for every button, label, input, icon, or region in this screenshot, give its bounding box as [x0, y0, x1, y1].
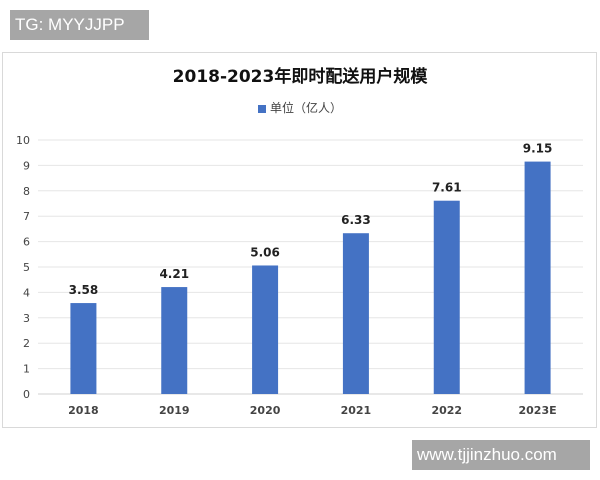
- watermark-top-left: TG: MYYJJPP: [10, 10, 149, 40]
- x-tick-label: 2022: [431, 404, 462, 417]
- bar: [433, 200, 460, 394]
- x-tick-label: 2023E: [519, 404, 557, 417]
- y-tick-label: 9: [23, 159, 30, 172]
- x-tick-label: 2018: [68, 404, 99, 417]
- bar: [252, 265, 279, 394]
- data-label: 7.61: [432, 181, 462, 195]
- bar: [524, 161, 551, 394]
- y-tick-label: 8: [23, 185, 30, 198]
- legend-label: 单位（亿人）: [269, 101, 342, 115]
- chart-frame: [2, 52, 597, 428]
- chart-title: 2018-2023年即时配送用户规模: [172, 67, 428, 87]
- y-tick-label: 10: [16, 134, 30, 147]
- y-tick-label: 3: [23, 312, 30, 325]
- bar: [342, 233, 369, 394]
- watermark-bottom-right: www.tjjinzhuo.com: [412, 440, 590, 470]
- x-tick-label: 2019: [159, 404, 190, 417]
- legend-swatch-icon: [257, 104, 266, 113]
- y-tick-label: 7: [23, 210, 30, 223]
- data-label: 9.15: [523, 142, 553, 156]
- y-tick-label: 5: [23, 261, 30, 274]
- data-label: 4.21: [159, 267, 189, 281]
- x-tick-label: 2020: [250, 404, 281, 417]
- data-label: 5.06: [250, 245, 280, 259]
- y-tick-label: 1: [23, 363, 30, 376]
- bar: [161, 287, 188, 394]
- y-tick-label: 2: [23, 337, 30, 350]
- y-tick-label: 6: [23, 236, 30, 249]
- y-tick-label: 4: [23, 286, 30, 299]
- data-label: 6.33: [341, 213, 371, 227]
- bar: [70, 303, 97, 394]
- data-label: 3.58: [69, 283, 99, 297]
- x-tick-label: 2021: [341, 404, 372, 417]
- chart-legend: 单位（亿人）: [0, 99, 600, 116]
- y-tick-label: 0: [23, 388, 30, 401]
